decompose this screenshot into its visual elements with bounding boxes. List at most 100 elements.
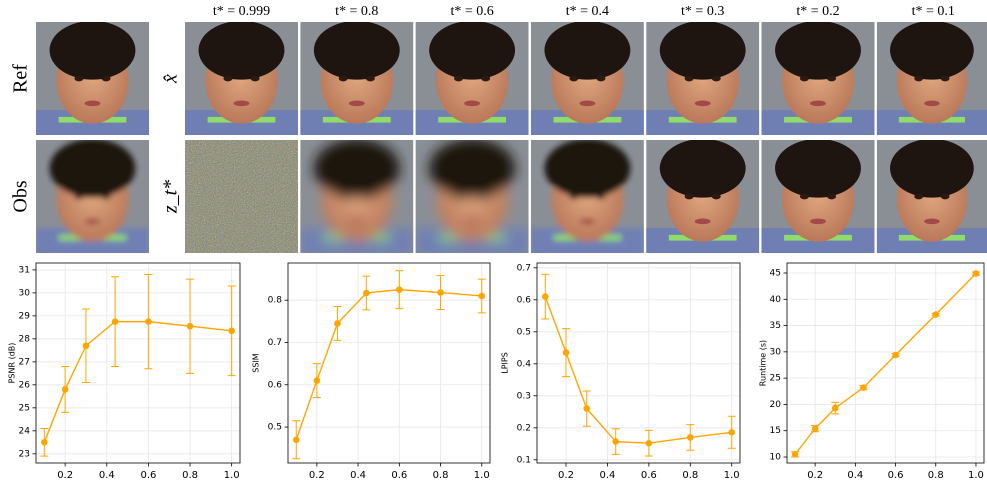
y-axis-label: LPIPS <box>501 352 510 374</box>
mouth <box>349 101 365 107</box>
marker <box>145 318 152 325</box>
x-tick-label: 0.4 <box>599 470 615 481</box>
y-tick-label: 23 <box>19 449 30 459</box>
marker <box>314 377 321 384</box>
eye <box>569 194 578 200</box>
marker <box>62 386 69 393</box>
x-tick-label: 0.2 <box>309 470 325 481</box>
y-tick-label: 26 <box>19 380 31 390</box>
image-content <box>646 21 759 139</box>
image-content <box>300 139 413 257</box>
y-tick-label: 0.3 <box>517 391 531 401</box>
noise <box>185 140 298 253</box>
y-tick-label: 0.5 <box>268 423 282 433</box>
marker <box>812 425 819 432</box>
marker <box>792 451 799 458</box>
image <box>185 140 298 253</box>
y-tick-label: 24 <box>19 426 31 436</box>
column-header: t* = 0.2 <box>796 4 839 19</box>
y-tick-label: 25 <box>19 403 30 413</box>
y-tick-label: 20 <box>770 400 782 410</box>
eye <box>74 76 83 82</box>
image-content <box>416 139 529 257</box>
line <box>296 290 482 440</box>
mouth <box>695 101 711 107</box>
image <box>646 139 759 257</box>
y-tick-label: 10 <box>770 453 782 463</box>
image <box>877 139 987 257</box>
hair <box>544 139 630 198</box>
x-tick-label: 0.8 <box>928 470 944 481</box>
eye <box>596 194 605 200</box>
column-header: t* = 0.6 <box>450 4 493 19</box>
mouth <box>695 219 711 225</box>
grid-row-label: z_t* <box>160 180 182 214</box>
eye <box>74 194 83 200</box>
marker <box>187 323 194 330</box>
y-tick-label: 0.7 <box>268 338 282 348</box>
mouth <box>579 101 595 107</box>
eye <box>685 76 694 82</box>
image <box>300 139 413 257</box>
marker <box>687 434 694 441</box>
eye <box>223 76 232 82</box>
eye <box>366 194 375 200</box>
image-content <box>36 21 149 139</box>
column-header: t* = 0.1 <box>912 4 955 19</box>
image-content <box>185 140 298 253</box>
chart: 0.10.20.30.40.50.60.70.20.40.60.81.0LPIP… <box>501 263 741 481</box>
hair <box>775 21 861 80</box>
plot-frame <box>537 263 740 463</box>
image <box>762 139 875 257</box>
hair <box>50 21 136 80</box>
marker <box>83 342 90 349</box>
marker <box>563 349 570 356</box>
eye <box>800 76 809 82</box>
marker <box>478 293 485 300</box>
image <box>300 21 413 139</box>
eye <box>339 76 348 82</box>
y-tick-label: 35 <box>770 321 781 331</box>
marker <box>892 352 899 359</box>
plot-frame <box>288 263 490 463</box>
y-tick-label: 0.5 <box>517 327 531 337</box>
y-tick-label: 28 <box>19 334 31 344</box>
eye <box>251 76 260 82</box>
image <box>416 21 529 139</box>
eye <box>481 194 490 200</box>
marker <box>293 436 300 443</box>
x-tick-label: 1.0 <box>724 470 740 481</box>
eye <box>827 76 836 82</box>
eye <box>102 76 111 82</box>
mouth <box>924 219 939 225</box>
image <box>877 21 987 139</box>
x-tick-label: 0.4 <box>99 470 115 481</box>
column-header: t* = 0.999 <box>213 4 270 19</box>
image <box>531 21 644 139</box>
mouth <box>85 101 101 107</box>
image <box>646 21 759 139</box>
marker <box>932 311 939 318</box>
hair <box>660 139 746 198</box>
image-content <box>531 21 644 139</box>
mouth <box>810 219 826 225</box>
eye <box>102 194 111 200</box>
column-header: t* = 0.8 <box>335 4 378 19</box>
image-content <box>877 21 987 139</box>
y-tick-label: 30 <box>770 347 782 357</box>
marker <box>612 438 619 445</box>
image <box>36 21 149 139</box>
marker <box>396 286 403 293</box>
x-tick-label: 0.8 <box>433 470 449 481</box>
x-tick-label: 0.2 <box>57 470 73 481</box>
image-content <box>300 21 413 139</box>
y-tick-label: 30 <box>19 288 31 298</box>
marker <box>542 293 549 300</box>
mouth <box>234 101 250 107</box>
eye <box>941 194 950 200</box>
marker <box>728 429 735 436</box>
marker <box>437 289 444 296</box>
hair <box>890 139 974 198</box>
eye <box>454 76 463 82</box>
y-tick-label: 0.4 <box>517 359 532 369</box>
